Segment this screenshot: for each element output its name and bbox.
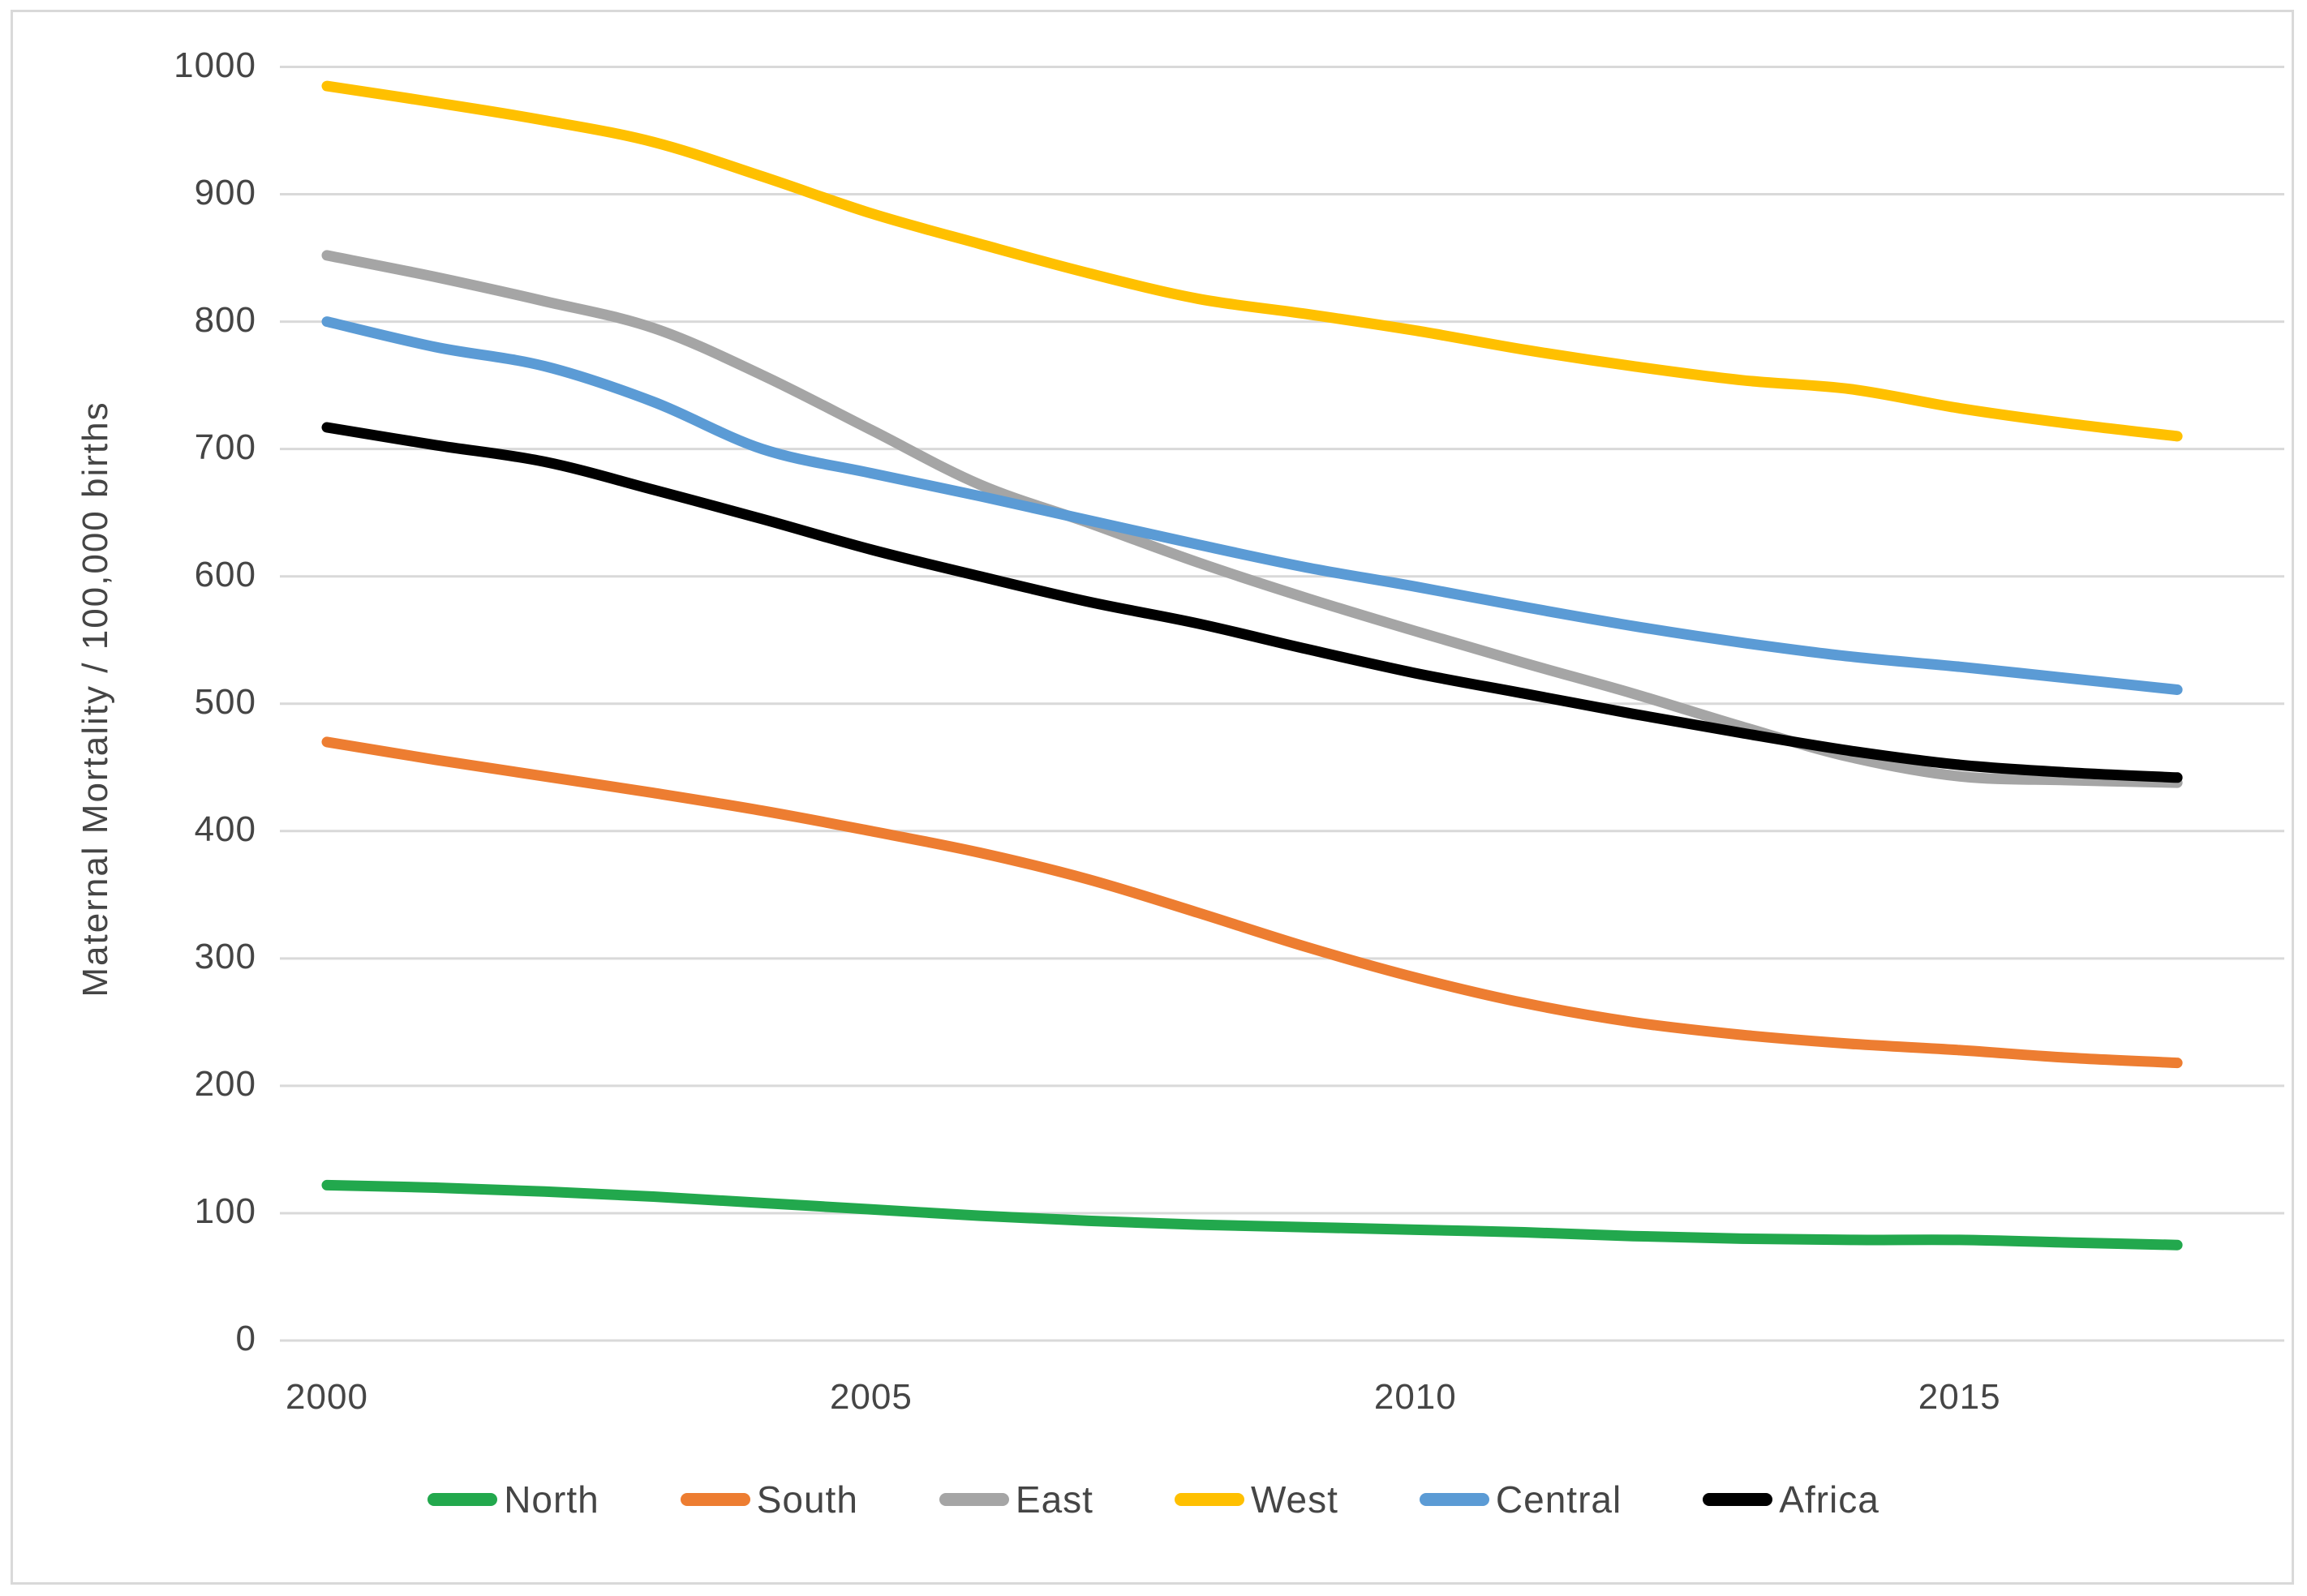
legend-label: Central bbox=[1495, 1478, 1622, 1521]
legend-item-east: East bbox=[939, 1478, 1093, 1521]
y-tick-label: 900 bbox=[194, 172, 256, 212]
legend-label: West bbox=[1250, 1478, 1338, 1521]
legend-label: South bbox=[756, 1478, 858, 1521]
legend-swatch-central bbox=[1419, 1493, 1489, 1506]
y-tick-label: 800 bbox=[194, 299, 256, 340]
y-tick-label: 200 bbox=[194, 1063, 256, 1104]
y-tick-label: 1000 bbox=[174, 45, 256, 85]
y-tick-label: 600 bbox=[194, 554, 256, 594]
y-tick-label: 500 bbox=[194, 681, 256, 722]
legend-swatch-west bbox=[1174, 1493, 1244, 1506]
x-tick-label: 2010 bbox=[1373, 1377, 1457, 1417]
legend-swatch-africa bbox=[1703, 1493, 1773, 1506]
legend-item-south: South bbox=[680, 1478, 858, 1521]
series-line-west bbox=[321, 80, 2183, 442]
x-tick-label: 2005 bbox=[829, 1377, 913, 1417]
legend-item-west: West bbox=[1174, 1478, 1338, 1521]
legend-label: North bbox=[504, 1478, 599, 1521]
legend-item-africa: Africa bbox=[1703, 1478, 1880, 1521]
legend-item-central: Central bbox=[1419, 1478, 1622, 1521]
legend-swatch-south bbox=[680, 1493, 750, 1506]
x-tick-label: 2015 bbox=[1918, 1377, 2001, 1417]
legend-item-north: North bbox=[427, 1478, 599, 1521]
legend-swatch-east bbox=[939, 1493, 1009, 1506]
series-line-south bbox=[321, 736, 2183, 1069]
legend-label: East bbox=[1015, 1478, 1093, 1521]
series-line-east bbox=[321, 250, 2183, 788]
series-line-north bbox=[321, 1179, 2183, 1251]
series-line-central bbox=[321, 316, 2183, 695]
y-tick-label: 300 bbox=[194, 936, 256, 976]
legend-label: Africa bbox=[1779, 1478, 1880, 1521]
y-tick-label: 400 bbox=[194, 809, 256, 849]
legend-swatch-north bbox=[427, 1493, 498, 1506]
y-tick-label: 0 bbox=[235, 1319, 256, 1358]
x-tick-label: 2000 bbox=[286, 1377, 368, 1417]
series-line-africa bbox=[321, 422, 2183, 783]
y-tick-label: 100 bbox=[194, 1191, 256, 1231]
chart-legend: North South East West Central Africa bbox=[0, 1478, 2307, 1521]
y-tick-label: 700 bbox=[194, 427, 256, 467]
